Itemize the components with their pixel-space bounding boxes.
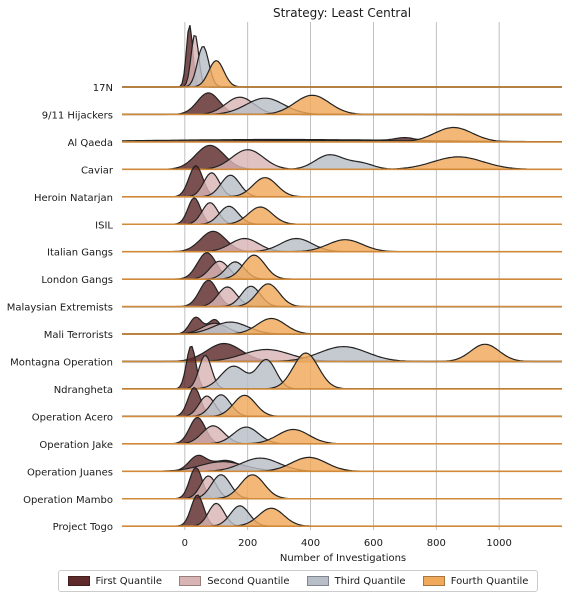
x-tick-label-0: 0 [182,538,188,549]
density-line-q1 [122,279,562,308]
x-tick-label-3: 600 [364,538,383,549]
legend-swatch-first [67,576,90,586]
legend-label-third: Third Quantile [334,575,406,587]
row-label: Operation Mambo [23,495,113,506]
density-fill-q4 [122,239,562,252]
x-tick-label-5: 1000 [486,538,511,549]
x-tick-label-4: 800 [427,538,446,549]
row-label: Operation Acero [32,412,113,423]
chart-title: Strategy: Least Central [273,6,411,20]
row-label: Malaysian Extremists [7,303,113,314]
density-fill-q2 [122,355,562,389]
density-fill-q2 [122,97,562,115]
density-fill-q4 [122,344,562,362]
density-fill-q3 [122,427,562,444]
legend-item-second: Second Quantile [179,576,289,587]
density-fill-q4 [122,283,562,307]
density-fill-q3 [122,206,562,225]
legend-swatch-third [306,576,329,586]
legend-item-first: First Quantile [67,575,163,587]
legend-item-fourth: Fourth Quantile [422,575,529,587]
row-label: Al Qaeda [68,138,113,149]
row-label: Operation Juanes [27,467,113,478]
density-fill-q1 [122,495,562,527]
density-fill-q4 [122,395,562,417]
legend-swatch-fourth [422,576,445,586]
density-fill-q1 [122,387,562,417]
density-fill-q4 [122,127,562,142]
density-fill-q3 [122,175,562,197]
row-label: Mali Terrorists [44,330,113,341]
row-label: Heroin Natarjan [34,193,113,204]
density-fill-q2 [122,425,562,444]
density-fill-q1 [122,252,562,280]
legend-item-third: Third Quantile [306,575,406,587]
density-fill-q3 [122,458,562,472]
density-fill-q3 [122,346,562,362]
density-fill-q2 [122,287,562,307]
density-fill-q2 [122,503,562,527]
density-line-q1 [122,252,562,280]
density-fill-q2 [122,202,562,225]
density-fill-q1 [122,92,562,115]
row-label: Ndrangheta [54,385,113,396]
density-line-q3 [122,285,562,308]
legend-label-fourth: Fourth Quantile [450,575,529,587]
density-fill-q2 [122,238,562,252]
row-label: Operation Jake [39,440,113,451]
legend-label-second: Second Quantile [207,575,290,587]
density-fill-q4 [122,156,562,170]
density-fill-q1 [122,197,562,225]
row-label: 9/11 Hijackers [42,110,113,121]
density-fill-q2 [122,172,562,197]
row-label: Montagna Operation [10,358,113,369]
density-fill-q1 [122,280,562,307]
legend-swatch-second [179,576,202,586]
row-label: ISIL [95,220,113,231]
row-label: 17N [93,83,113,94]
density-fill-q3 [122,261,562,280]
row-label: Caviar [81,165,114,176]
density-fill-q3 [122,322,562,335]
x-axis-label: Number of Investigations [280,553,406,564]
x-tick-label-1: 200 [238,538,257,549]
row-label: London Gangs [41,275,113,286]
row-label: Project Togo [53,522,113,533]
density-fill-q2 [122,149,562,170]
density-line-q4 [122,283,562,308]
density-fill-q3 [122,154,562,170]
density-fill-q2 [122,349,562,362]
density-line-q2 [122,286,562,308]
density-fill-q3 [122,505,562,527]
x-tick-label-2: 400 [301,538,320,549]
row-label: Italian Gangs [47,248,113,259]
density-fill-q4 [122,60,562,87]
legend-label-first: First Quantile [95,575,163,587]
density-fill-q3 [122,286,562,307]
legend: First Quantile Second Quantile Third Qua… [58,570,538,592]
